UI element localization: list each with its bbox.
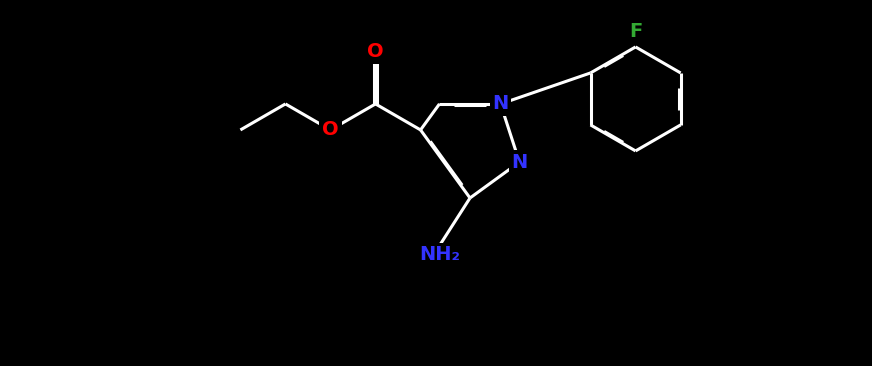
Text: F: F [629,22,642,41]
Text: NH₂: NH₂ [419,245,460,264]
Text: O: O [367,42,384,61]
Text: N: N [493,94,508,113]
Text: O: O [322,120,339,139]
Text: N: N [511,153,528,172]
